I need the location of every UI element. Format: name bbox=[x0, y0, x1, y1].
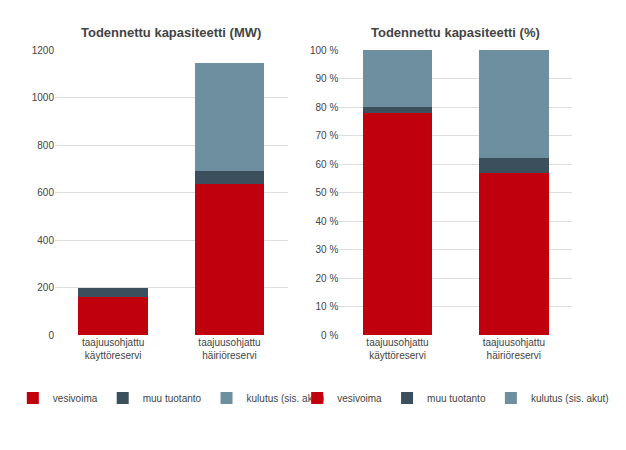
svg-text:200: 200 bbox=[37, 282, 54, 293]
svg-text:0 %: 0 % bbox=[321, 330, 338, 341]
svg-text:50 %: 50 % bbox=[316, 187, 339, 198]
svg-text:100 %: 100 % bbox=[310, 45, 338, 56]
svg-text:70 %: 70 % bbox=[316, 130, 339, 141]
svg-text:kulutus (sis. akut): kulutus (sis. akut) bbox=[531, 393, 609, 404]
svg-text:taajuusohjattuhäiriöreservi: taajuusohjattuhäiriöreservi bbox=[483, 337, 545, 361]
svg-text:1000: 1000 bbox=[32, 92, 55, 103]
svg-text:Todennettu kapasiteetti (%): Todennettu kapasiteetti (%) bbox=[371, 25, 540, 40]
svg-text:0: 0 bbox=[48, 330, 54, 341]
svg-text:60 %: 60 % bbox=[316, 159, 339, 170]
svg-text:vesivoima: vesivoima bbox=[53, 393, 98, 404]
svg-text:vesivoima: vesivoima bbox=[337, 393, 382, 404]
svg-text:30 %: 30 % bbox=[316, 244, 339, 255]
svg-text:Todennettu kapasiteetti (MW): Todennettu kapasiteetti (MW) bbox=[81, 25, 261, 40]
svg-text:10 %: 10 % bbox=[316, 301, 339, 312]
svg-text:800: 800 bbox=[37, 140, 54, 151]
svg-text:90 %: 90 % bbox=[316, 73, 339, 84]
svg-text:taajuusohjattuhäiriöreservi: taajuusohjattuhäiriöreservi bbox=[198, 337, 260, 361]
svg-text:20 %: 20 % bbox=[316, 273, 339, 284]
svg-text:40 %: 40 % bbox=[316, 216, 339, 227]
svg-text:taajuusohjattukäyttöreservi: taajuusohjattukäyttöreservi bbox=[82, 337, 144, 361]
svg-text:600: 600 bbox=[37, 187, 54, 198]
svg-text:400: 400 bbox=[37, 235, 54, 246]
svg-text:muu tuotanto: muu tuotanto bbox=[427, 393, 486, 404]
svg-text:kulutus (sis. akut): kulutus (sis. akut) bbox=[247, 393, 325, 404]
svg-text:1200: 1200 bbox=[32, 45, 55, 56]
svg-text:80 %: 80 % bbox=[316, 102, 339, 113]
svg-text:taajuusohjattukäyttöreservi: taajuusohjattukäyttöreservi bbox=[366, 337, 428, 361]
svg-text:muu tuotanto: muu tuotanto bbox=[143, 393, 202, 404]
